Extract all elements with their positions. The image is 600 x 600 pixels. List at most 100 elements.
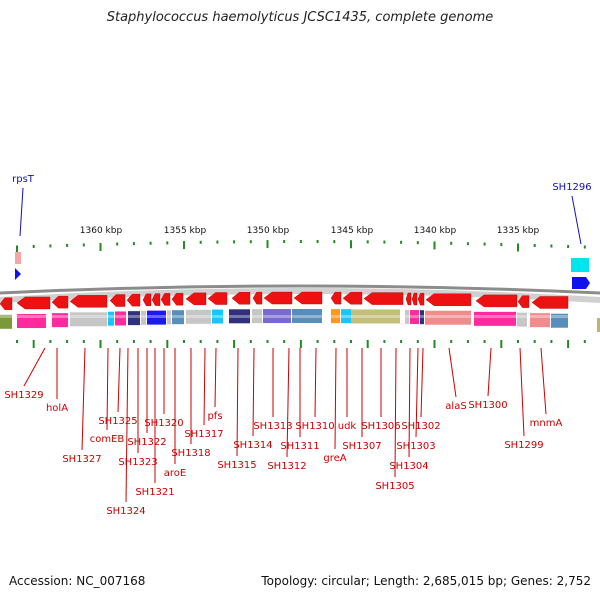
gene-arrow[interactable] [425,293,472,306]
cog-category-box [551,313,568,328]
gene-arrow[interactable] [0,297,13,311]
kbp-label: 1355 kbp [164,226,207,236]
gene-label: SH1327 [62,454,101,465]
cog-category-box [517,312,527,327]
kbp-label: 1360 kbp [80,226,123,236]
gene-label: SH1303 [396,441,435,452]
label-leader [125,347,129,503]
gene-label: SH1320 [144,418,183,429]
gene-label: SH1325 [98,416,137,427]
label-leader [236,347,239,457]
gene-arrow[interactable] [475,294,518,308]
gene-arrow[interactable] [517,295,530,308]
cog-category-box [263,309,291,324]
gene-label: SH1310 [295,421,334,432]
gene-label: udk [338,421,357,432]
gene-arrow[interactable] [263,291,293,305]
gene-label: SH1322 [127,437,166,448]
cog-category-box [474,311,516,326]
gene-label: rpsT [12,174,35,185]
accession-text: Accession: NC_007168 [9,574,146,588]
label-leader [408,347,411,458]
gene-label: SH1318 [171,448,210,459]
gene-arrow[interactable] [126,293,141,307]
gene-arrow[interactable] [185,292,207,306]
label-leader [81,347,86,451]
label-leader [571,195,582,245]
gene-arrow[interactable] [411,292,418,306]
gene-label: SH1329 [4,390,43,401]
rpsT-mark [15,252,21,264]
kbp-label: 1345 kbp [331,226,374,236]
gene-arrow[interactable] [69,295,108,308]
kbp-label: 1340 kbp [414,226,457,236]
gene-label: SH1306 [361,421,400,432]
label-leader [448,347,457,398]
label-leader [519,347,525,437]
category-track-highlight [0,315,600,318]
gene-label: SH1313 [253,421,292,432]
gene-arrow[interactable] [363,292,404,305]
gene-label: aroE [164,468,186,479]
cog-category-box [331,309,340,324]
gene-label: pfs [207,411,222,422]
kbp-label: 1335 kbp [497,226,540,236]
gene-label: SH1304 [389,461,428,472]
label-leader [286,347,290,458]
cog-category-box [167,310,171,325]
cog-category-box [410,310,419,325]
gene-arrow[interactable] [160,293,171,306]
gene-arrow[interactable] [405,292,412,306]
gene-label: SH1315 [217,460,256,471]
cog-category-box [172,310,184,325]
cog-category-box [252,309,262,324]
gene-arrow[interactable] [207,292,228,305]
label-leader [203,347,206,426]
gene-label: SH1311 [280,441,319,452]
cog-category-box [292,309,322,324]
genome-summary-text: Topology: circular; Length: 2,685,015 bp… [261,574,591,588]
gene-arrow[interactable] [330,291,342,305]
gene-arrow[interactable] [252,291,263,305]
genome-title: Staphylococcus haemolyticus JCSC1435, co… [106,10,494,25]
kbp-label: 1350 kbp [247,226,290,236]
label-leader [23,347,46,387]
gene-arrow[interactable] [142,293,152,307]
gene-arrow[interactable] [342,292,363,305]
gene-arrow[interactable] [109,294,126,307]
label-leader [19,187,24,237]
gene-arrow[interactable] [417,292,425,306]
gene-arrow[interactable] [171,292,184,306]
cog-category-box [425,310,471,325]
SH1296-arrow [572,277,590,289]
label-leader [415,347,419,438]
cog-category-box [351,309,400,324]
cog-category-box [115,311,126,326]
gene-arrow[interactable] [16,296,51,310]
label-leader [252,347,255,437]
gene-arrow[interactable] [51,295,69,309]
gene-label: mnmA [530,418,563,429]
gene-label: SH1302 [401,421,440,432]
genome-backbone [0,284,600,295]
SH1296-box [571,258,589,272]
gene-label: SH1314 [233,440,272,451]
gene-arrow[interactable] [531,296,569,309]
gene-label: alaS [445,401,466,412]
cog-category-box [17,314,46,329]
gene-arrow[interactable] [151,293,161,306]
gene-label: SH1305 [375,481,414,492]
gene-arrow[interactable] [231,292,251,305]
gene-label: SH1312 [267,461,306,472]
cog-category-box [186,309,211,324]
cog-category-box [405,309,409,324]
gene-label: comEB [90,434,125,445]
label-leader [334,347,337,450]
gene-label: holA [46,403,68,414]
cog-category-box [341,309,351,324]
cog-category-box [420,310,424,325]
gene-arrow[interactable] [293,291,323,305]
label-leader [314,347,317,418]
gene-label: SH1317 [184,429,223,440]
label-leader [394,347,397,478]
